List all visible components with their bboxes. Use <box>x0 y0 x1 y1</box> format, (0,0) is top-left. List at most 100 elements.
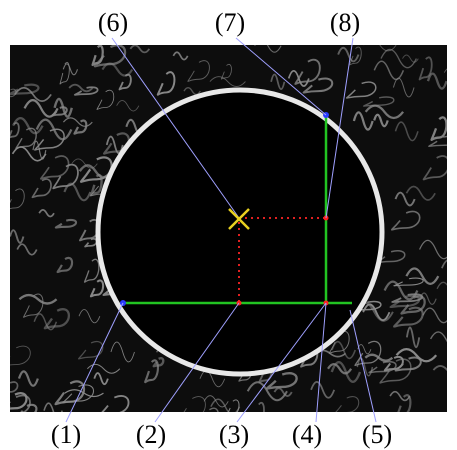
texture-stroke <box>17 370 39 387</box>
texture-stroke <box>78 309 101 324</box>
texture-stroke <box>90 173 103 197</box>
label-8: (8) <box>330 8 360 37</box>
texture-stroke <box>432 365 447 372</box>
texture-stroke <box>52 163 79 190</box>
texture-stroke <box>373 60 405 81</box>
leader-line-4 <box>315 302 327 423</box>
texture-stroke <box>436 281 447 290</box>
leader-line-1 <box>65 302 124 423</box>
texture-stroke <box>144 359 159 384</box>
texture-stroke <box>78 164 113 179</box>
leader-line-8 <box>325 37 354 219</box>
label-4: (4) <box>292 420 322 449</box>
texture-stroke <box>393 306 424 328</box>
texture-stroke <box>73 86 99 96</box>
texture-stroke <box>62 384 95 404</box>
texture-stroke <box>357 344 372 355</box>
texture-stroke <box>254 45 282 53</box>
center-cross-mark <box>228 208 250 230</box>
texture-stroke <box>10 88 17 98</box>
texture-stroke <box>89 279 105 298</box>
circle-rim <box>95 87 385 377</box>
texture-stroke <box>393 277 424 287</box>
texture-stroke <box>265 372 298 390</box>
texture-stroke <box>96 89 115 110</box>
texture-stroke <box>51 106 68 117</box>
texture-stroke <box>54 218 78 229</box>
texture-stroke <box>62 63 79 76</box>
texture-stroke <box>156 71 176 96</box>
texture-stroke <box>16 243 38 256</box>
texture-stroke <box>327 363 353 375</box>
texture-stroke <box>368 360 397 374</box>
texture-stroke <box>364 353 394 362</box>
texture-stroke <box>337 46 360 63</box>
texture-stroke <box>172 51 189 61</box>
texture-stroke <box>10 394 31 412</box>
texture-stroke <box>389 294 421 309</box>
texture-stroke <box>183 396 206 412</box>
texture-stroke <box>10 83 40 96</box>
texture-stroke <box>43 402 63 412</box>
texture-stroke <box>187 60 210 82</box>
texture-stroke <box>402 54 419 63</box>
texture-stroke <box>10 392 28 410</box>
texture-stroke <box>110 341 135 363</box>
texture-stroke <box>246 381 288 402</box>
texture-stroke <box>441 259 447 269</box>
texture-stroke <box>383 280 419 301</box>
leader-line-5 <box>349 309 377 423</box>
texture-stroke <box>10 345 31 366</box>
texture-stroke <box>349 46 362 66</box>
texture-stroke <box>10 188 25 210</box>
texture-stroke <box>331 340 356 360</box>
texture-stroke <box>203 395 229 408</box>
texture-stroke <box>18 293 58 305</box>
texture-stroke <box>15 127 37 150</box>
texture-stroke <box>62 117 93 127</box>
texture-stroke <box>83 258 100 283</box>
texture-stroke <box>419 292 437 306</box>
texture-stroke <box>422 307 447 324</box>
texture-stroke <box>93 45 127 68</box>
texture-stroke <box>380 48 417 69</box>
texture-stroke <box>373 113 389 128</box>
texture-stroke <box>68 83 94 93</box>
texture-stroke <box>86 363 121 374</box>
texture-stroke <box>209 407 219 412</box>
texture-stroke <box>379 358 412 384</box>
texture-stroke <box>56 256 74 274</box>
texture-stroke <box>422 155 447 181</box>
texture-stroke <box>80 156 113 183</box>
texture-stroke <box>335 396 360 412</box>
texture-stroke <box>352 111 374 131</box>
leader-line-6 <box>111 37 240 219</box>
texture-stroke <box>43 308 71 330</box>
texture-stroke <box>118 73 132 91</box>
texture-stroke <box>354 340 382 367</box>
edge-texture <box>10 45 447 412</box>
texture-stroke <box>152 357 165 368</box>
leader-line-3 <box>236 302 327 423</box>
texture-stroke <box>40 155 70 180</box>
texture-stroke <box>394 191 416 207</box>
texture-stroke <box>405 267 440 285</box>
texture-stroke <box>383 355 404 372</box>
texture-stroke <box>116 100 140 112</box>
texture-stroke <box>391 210 421 231</box>
texture-stroke <box>397 394 412 412</box>
texture-stroke <box>10 381 19 393</box>
label-1: (1) <box>51 420 81 449</box>
texture-stroke <box>356 357 374 377</box>
texture-stroke <box>103 132 130 155</box>
texture-stroke <box>14 86 52 103</box>
texture-stroke <box>426 72 447 90</box>
texture-stroke <box>84 238 98 248</box>
texture-stroke <box>310 380 336 399</box>
texture-stroke <box>78 340 104 360</box>
texture-stroke <box>394 356 422 372</box>
texture-stroke <box>364 104 405 120</box>
texture-stroke <box>362 303 391 321</box>
texture-stroke <box>12 116 44 135</box>
texture-stroke <box>270 73 286 90</box>
